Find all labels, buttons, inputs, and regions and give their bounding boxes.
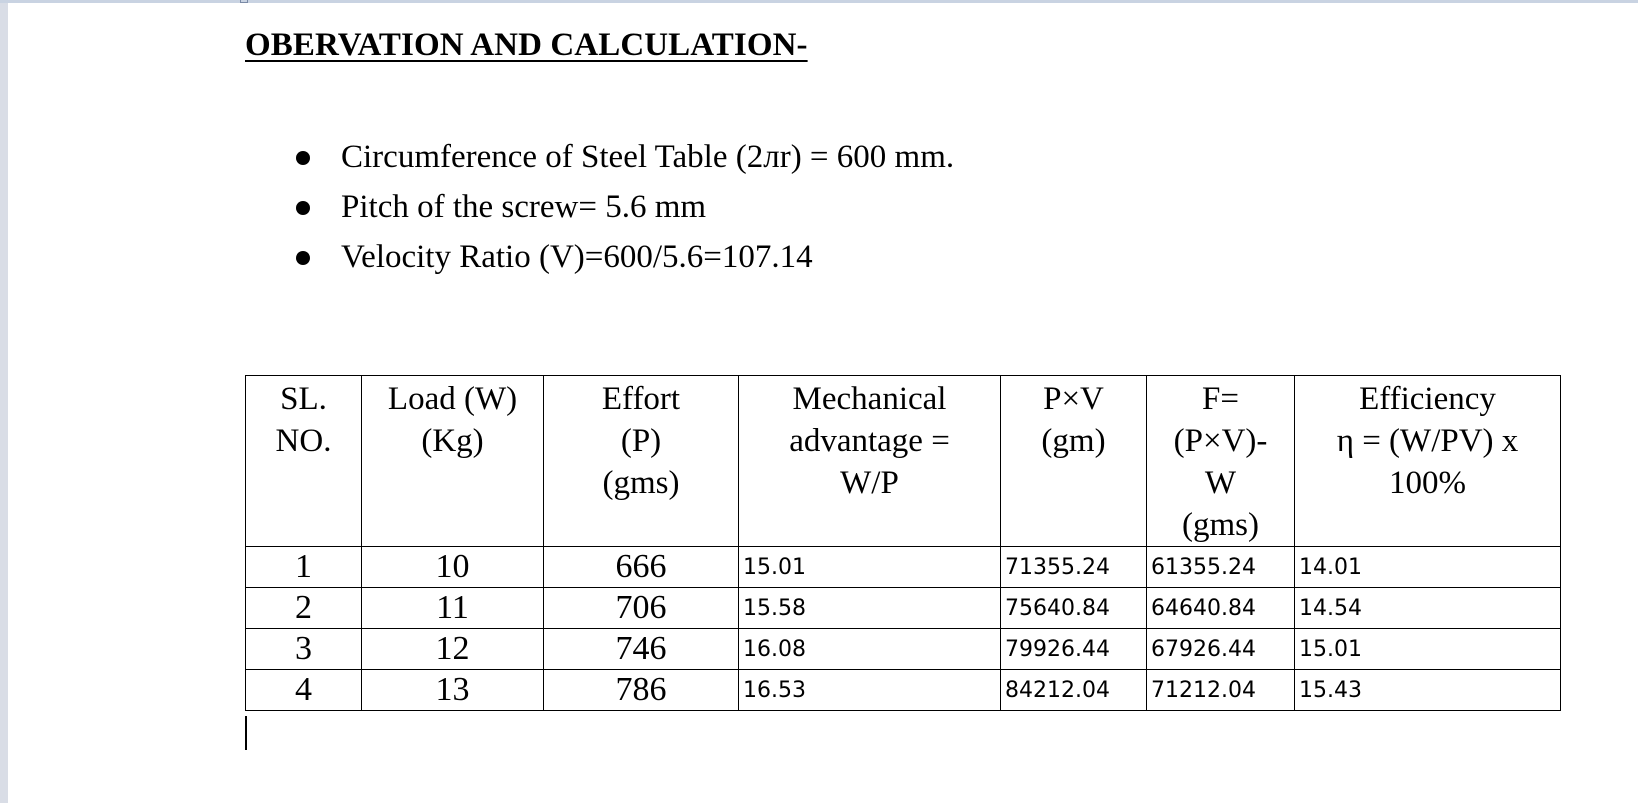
cell-load: 13 [361, 669, 544, 711]
table-row: 2 11 706 15.58 75640.84 64640.84 14.54 [245, 587, 1561, 629]
column-header-efficiency: Efficiency η = (W/PV) x 100% [1294, 375, 1561, 547]
cell-sl-no: 4 [245, 669, 362, 711]
cell-efficiency: 15.01 [1294, 628, 1561, 670]
list-item: Circumference of Steel Table (2лr) = 600… [290, 132, 954, 182]
column-header-sl-no: SL. NO. [245, 375, 362, 547]
header-line: 100% [1389, 465, 1466, 501]
cell-effort: 706 [543, 587, 739, 629]
header-line: advantage = [789, 423, 950, 459]
cell-effort: 746 [543, 628, 739, 670]
column-header-pxv: P×V (gm) [1000, 375, 1147, 547]
cell-efficiency: 15.43 [1294, 669, 1561, 711]
cell-pxv: 79926.44 [1000, 628, 1147, 670]
header-line: η = (W/PV) x [1336, 423, 1519, 459]
cell-efficiency: 14.54 [1294, 587, 1561, 629]
header-line: (gm) [1041, 423, 1106, 459]
column-header-effort: Effort (P) (gms) [543, 375, 739, 547]
header-line: (P×V)- [1173, 423, 1268, 459]
header-line: (gms) [602, 465, 680, 501]
cell-mechanical-advantage: 16.08 [738, 628, 1001, 670]
ruler-strip [0, 0, 1638, 3]
tab-stop-marker[interactable] [240, 0, 248, 3]
header-line: Efficiency [1359, 381, 1496, 417]
cell-mechanical-advantage: 15.58 [738, 587, 1001, 629]
cell-load: 12 [361, 628, 544, 670]
cell-effort: 786 [543, 669, 739, 711]
header-line: SL. [280, 381, 327, 417]
cell-load: 10 [361, 546, 544, 588]
header-line: (Kg) [421, 423, 484, 459]
cell-friction: 67926.44 [1146, 628, 1295, 670]
cell-sl-no: 1 [245, 546, 362, 588]
column-header-load: Load (W) (Kg) [361, 375, 544, 547]
list-item: Velocity Ratio (V)=600/5.6=107.14 [290, 232, 954, 282]
header-line: W [1204, 465, 1237, 501]
table-header-row: SL. NO. Load (W) (Kg) Effort (P) (gms) M… [245, 375, 1561, 547]
bullet-icon [296, 151, 310, 165]
window-left-margin [0, 0, 8, 803]
observation-list: Circumference of Steel Table (2лr) = 600… [290, 132, 954, 282]
cell-efficiency: 14.01 [1294, 546, 1561, 588]
column-header-friction: F= (P×V)- W (gms) [1146, 375, 1295, 547]
cell-mechanical-advantage: 15.01 [738, 546, 1001, 588]
list-item-text: Velocity Ratio (V)=600/5.6=107.14 [341, 239, 813, 275]
cell-sl-no: 3 [245, 628, 362, 670]
cell-pxv: 71355.24 [1000, 546, 1147, 588]
header-line: (gms) [1182, 507, 1259, 543]
cell-effort: 666 [543, 546, 739, 588]
header-line: F= [1202, 381, 1239, 417]
header-line: Mechanical [792, 381, 947, 417]
observation-table: SL. NO. Load (W) (Kg) Effort (P) (gms) M… [245, 375, 1561, 711]
list-item: Pitch of the screw= 5.6 mm [290, 182, 954, 232]
cell-pxv: 84212.04 [1000, 669, 1147, 711]
bullet-icon [296, 251, 310, 265]
header-line: Load (W) [387, 381, 518, 417]
cell-friction: 64640.84 [1146, 587, 1295, 629]
column-header-mechanical-advantage: Mechanical advantage = W/P [738, 375, 1001, 547]
table-row: 4 13 786 16.53 84212.04 71212.04 15.43 [245, 669, 1561, 711]
cell-mechanical-advantage: 16.53 [738, 669, 1001, 711]
cell-pxv: 75640.84 [1000, 587, 1147, 629]
list-item-text: Circumference of Steel Table (2лr) = 600… [341, 139, 955, 175]
cell-friction: 61355.24 [1146, 546, 1295, 588]
table-row: 3 12 746 16.08 79926.44 67926.44 15.01 [245, 628, 1561, 670]
header-line: P×V [1043, 381, 1104, 417]
header-line: NO. [275, 423, 332, 459]
table-left-border-continuation [245, 716, 247, 750]
header-line: Effort [601, 381, 681, 417]
table-row: 1 10 666 15.01 71355.24 61355.24 14.01 [245, 546, 1561, 588]
bullet-icon [296, 201, 310, 215]
cell-load: 11 [361, 587, 544, 629]
header-line: W/P [840, 465, 899, 501]
cell-sl-no: 2 [245, 587, 362, 629]
list-item-text: Pitch of the screw= 5.6 mm [341, 189, 707, 225]
cell-friction: 71212.04 [1146, 669, 1295, 711]
section-heading: OBERVATION AND CALCULATION- [245, 27, 808, 63]
header-line: (P) [620, 423, 662, 459]
